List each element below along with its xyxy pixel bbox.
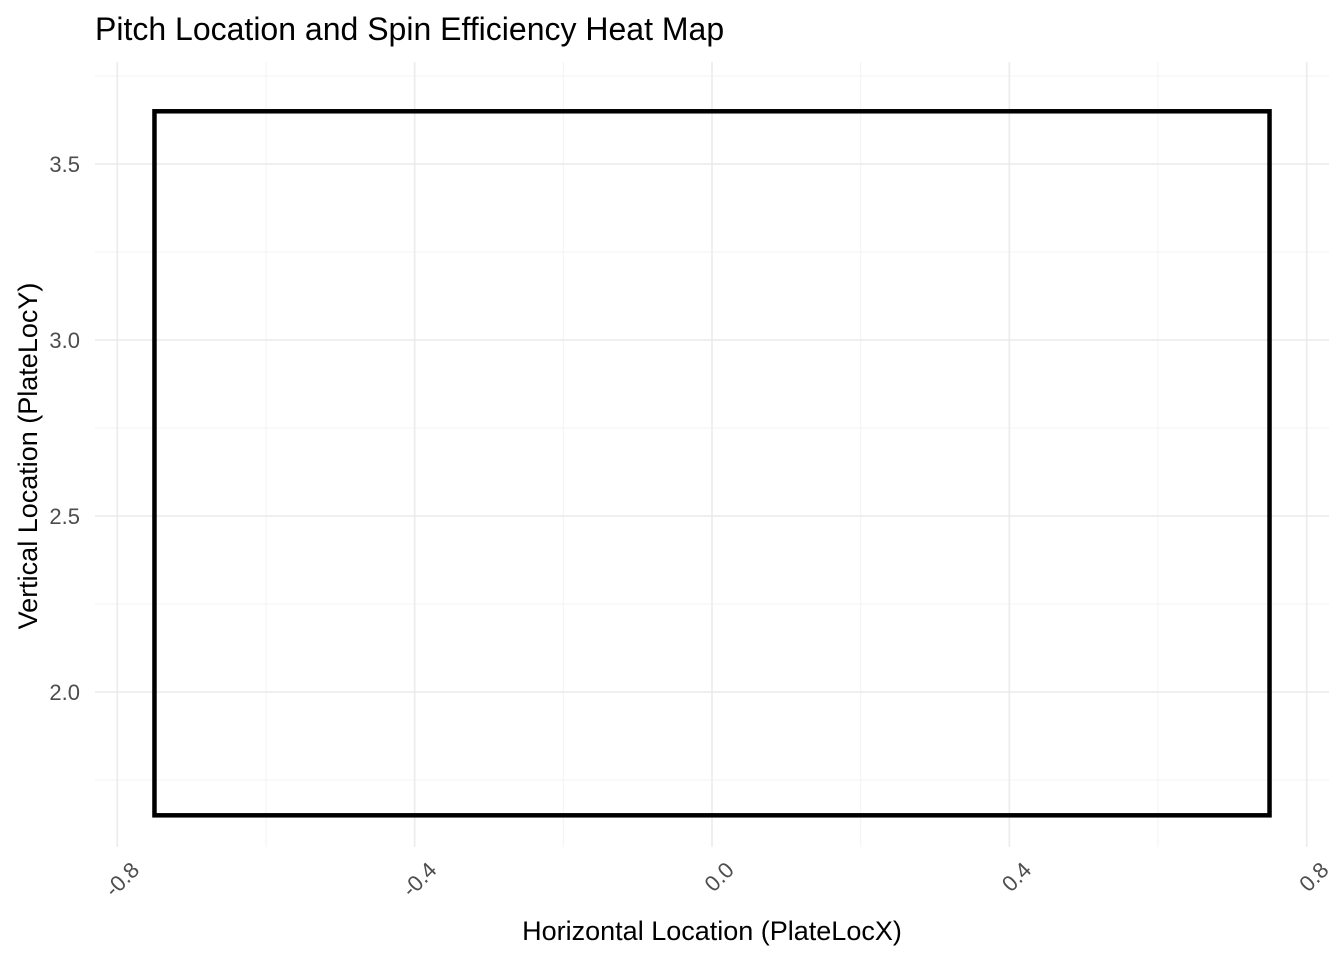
y-tick-label: 2.5 <box>49 504 80 529</box>
y-tick-label: 3.0 <box>49 328 80 353</box>
x-tick-label: 0.4 <box>997 857 1036 896</box>
x-tick-label: 0.0 <box>700 857 739 896</box>
y-axis-tick-labels: 2.0 2.5 3.0 3.5 <box>49 152 80 705</box>
chart-title: Pitch Location and Spin Efficiency Heat … <box>95 11 724 47</box>
x-axis-title: Horizontal Location (PlateLocX) <box>522 916 902 946</box>
x-axis-tick-labels: -0.8 -0.4 0.0 0.4 0.8 <box>100 857 1334 901</box>
strike-zone-rectangle <box>152 109 1272 818</box>
x-tick-label: 0.8 <box>1294 857 1333 896</box>
y-tick-label: 2.0 <box>49 680 80 705</box>
y-axis-title: Vertical Location (PlateLocY) <box>13 283 43 630</box>
y-tick-label: 3.5 <box>49 152 80 177</box>
x-tick-label: -0.4 <box>397 857 441 901</box>
x-tick-label: -0.8 <box>100 857 144 901</box>
major-gridlines <box>95 62 1329 847</box>
